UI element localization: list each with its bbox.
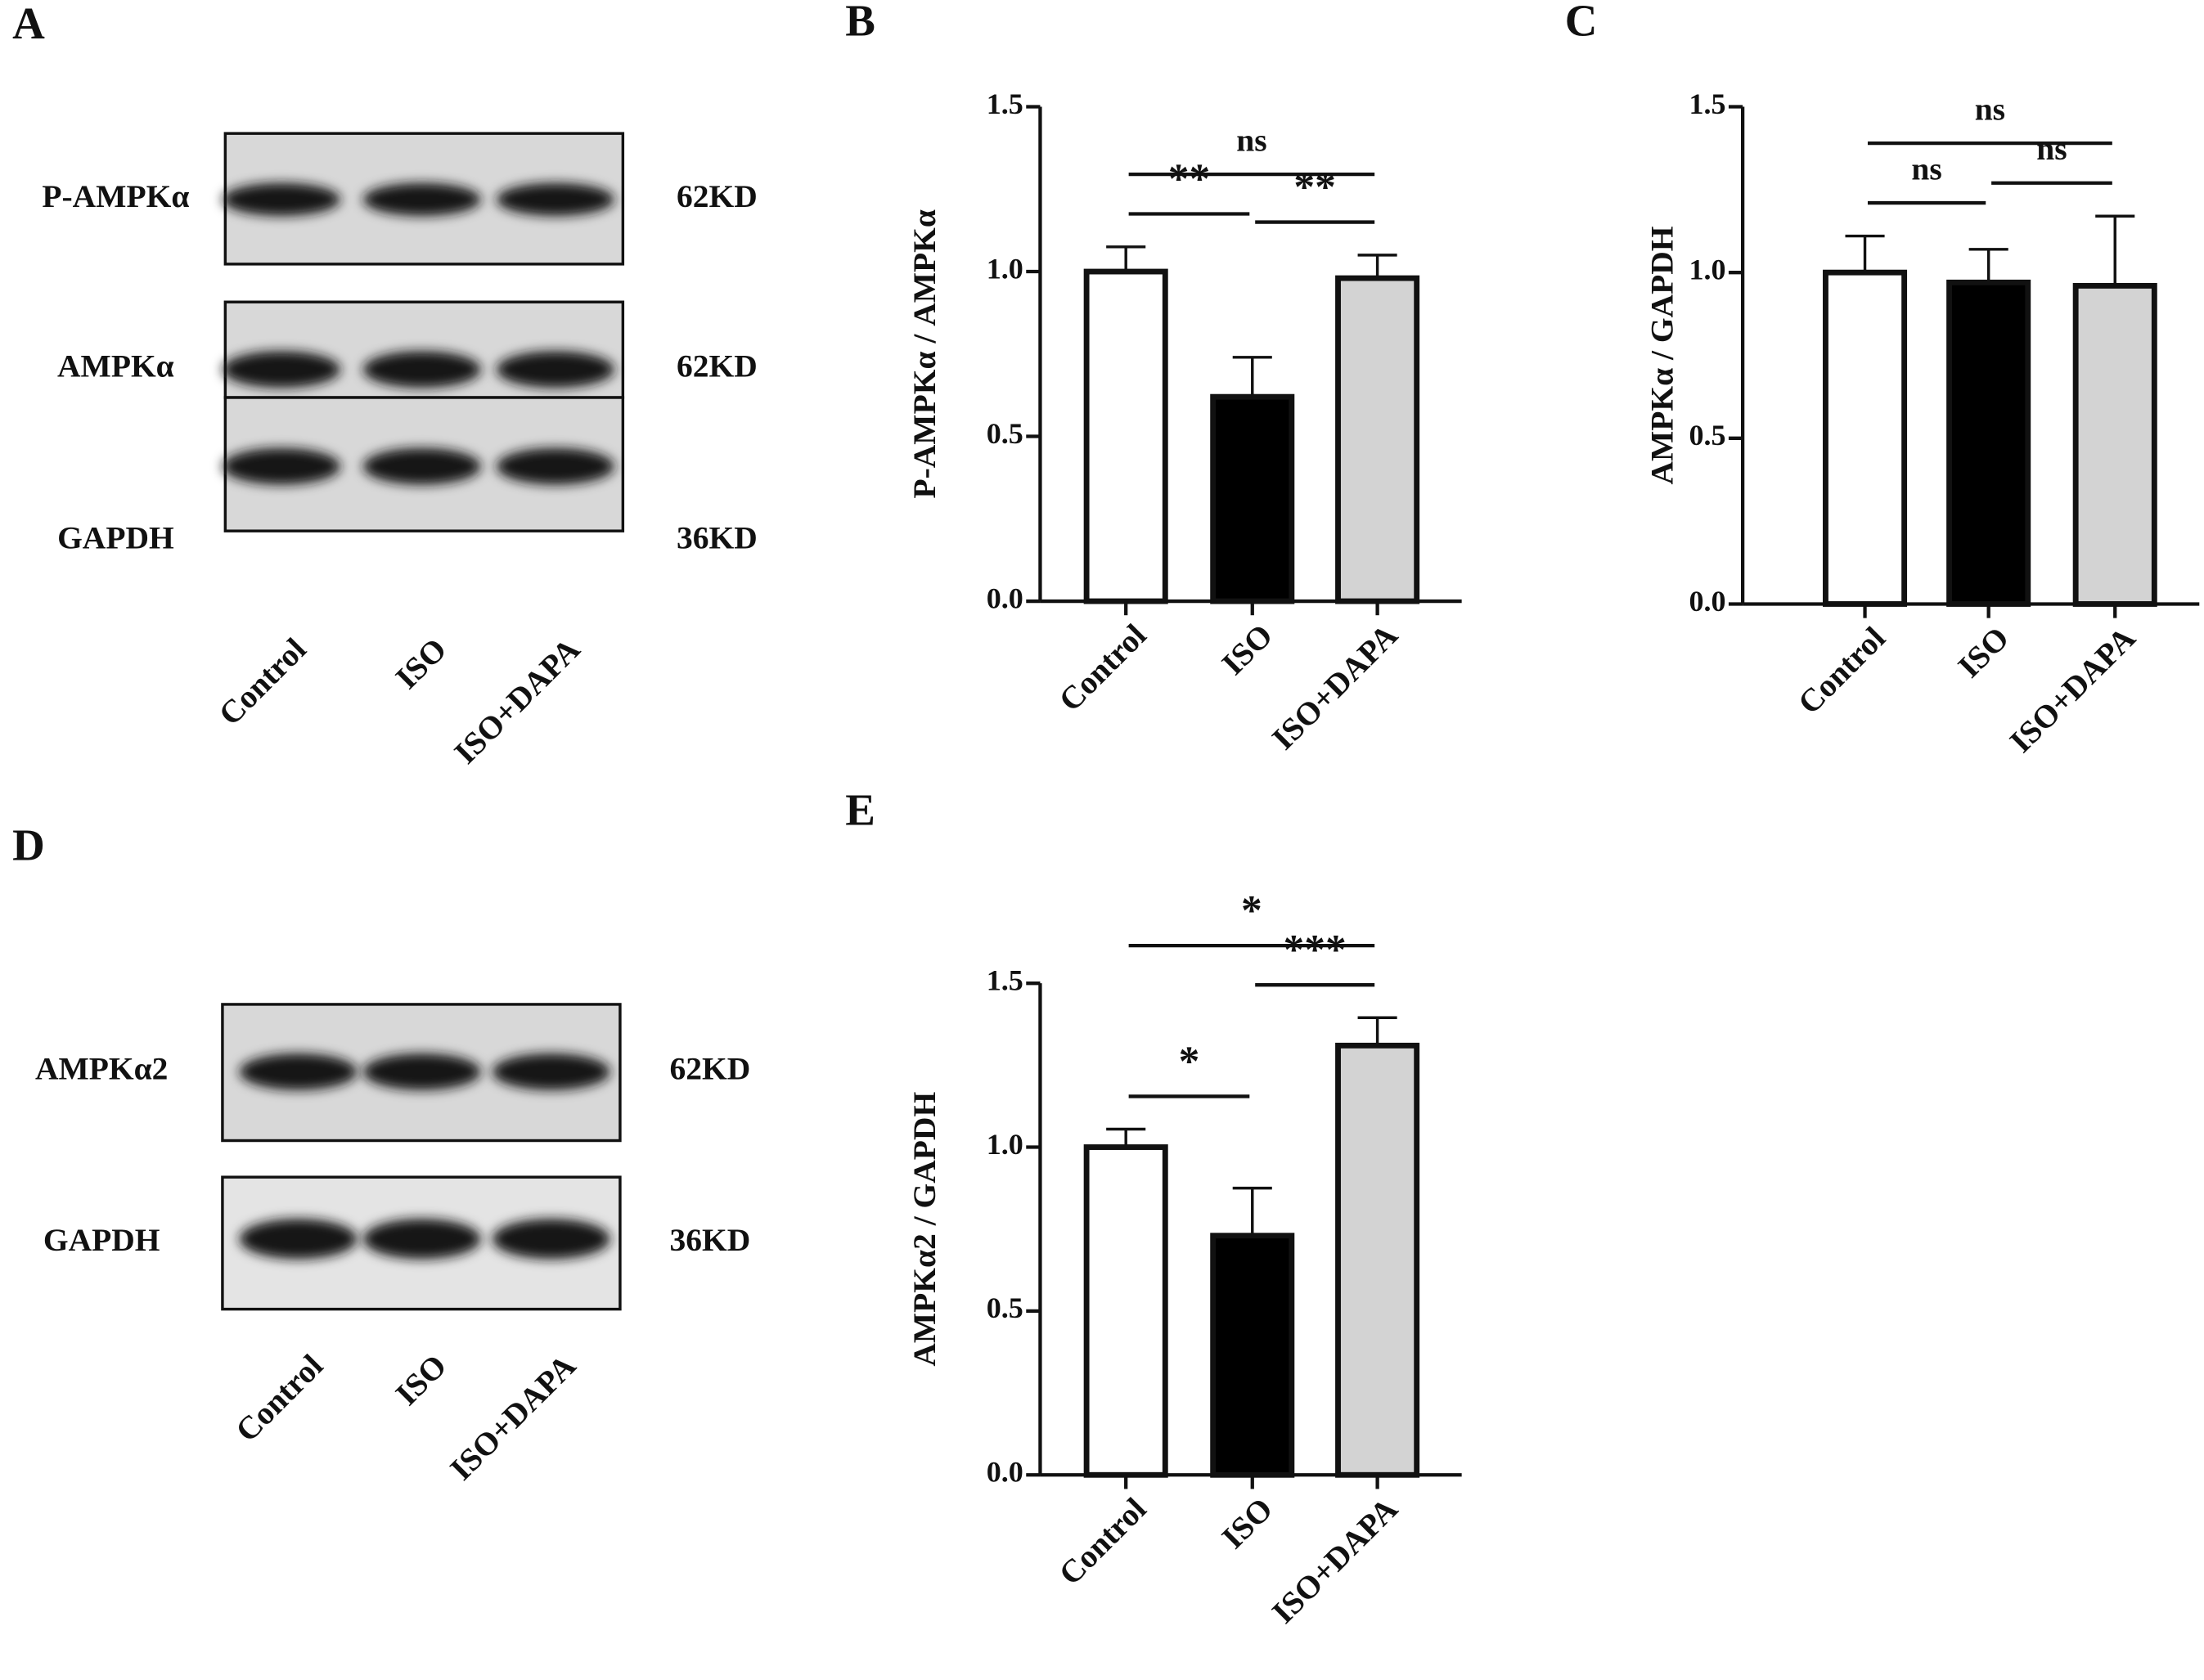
x-tick-label: Control — [1052, 1491, 1154, 1592]
y-tick-label: 1.5 — [1689, 88, 1725, 120]
blot-band — [362, 351, 481, 388]
lane-label: ISO+DAPA — [443, 1347, 583, 1487]
blot-size: 62KD — [677, 348, 758, 384]
significance-label: ns — [1911, 150, 1941, 186]
blot-size: 62KD — [677, 178, 758, 214]
significance-label: * — [1241, 887, 1262, 934]
bar — [1210, 1233, 1295, 1478]
y-axis-label: P-AMPKα / AMPKα — [906, 209, 942, 498]
x-tick-label: ISO — [1215, 1491, 1280, 1556]
x-tick-label: Control — [1052, 617, 1154, 718]
blot-band — [222, 182, 341, 216]
x-tick-label: Control — [1791, 620, 1892, 721]
blot-band — [362, 447, 481, 485]
y-tick-label: 1.0 — [987, 1128, 1023, 1161]
blot-label: AMPKα — [57, 348, 174, 384]
lane-label: ISO — [389, 1348, 453, 1413]
panel-label: A — [12, 0, 45, 48]
y-tick-label: 0.5 — [1689, 419, 1725, 451]
blot-label: GAPDH — [43, 1222, 160, 1258]
bar — [1946, 279, 2031, 607]
blot-band — [362, 182, 481, 216]
lane-label: Control — [212, 631, 313, 733]
panel-label: D — [12, 820, 45, 870]
blot-band — [362, 1219, 481, 1260]
blot-band — [496, 447, 615, 485]
blot-label: GAPDH — [57, 519, 174, 555]
blot-size: 62KD — [669, 1050, 750, 1086]
significance-label: ns — [2036, 131, 2067, 167]
y-tick-label: 0.5 — [987, 1291, 1023, 1324]
bar — [1083, 268, 1168, 604]
x-tick-label: ISO+DAPA — [1265, 1490, 1405, 1630]
blot-band — [492, 1053, 610, 1090]
blot-band — [222, 351, 341, 388]
blot-band — [239, 1053, 358, 1090]
significance-label: *** — [1284, 927, 1347, 973]
x-tick-label: ISO — [1215, 617, 1280, 681]
y-tick-label: 1.5 — [987, 88, 1023, 120]
blot-band — [362, 1053, 481, 1090]
blot-label: AMPKα2 — [35, 1050, 168, 1086]
panel-label: B — [845, 0, 875, 46]
blot-label: P-AMPKα — [42, 178, 189, 214]
bar — [1083, 1144, 1168, 1478]
y-axis-label: AMPKα2 / GAPDH — [906, 1092, 942, 1367]
y-axis-label: AMPKα / GAPDH — [1644, 226, 1680, 484]
panel-label: E — [845, 785, 875, 835]
x-tick-label: ISO+DAPA — [1265, 617, 1405, 757]
y-tick-label: 1.0 — [987, 252, 1023, 285]
lane-label: ISO+DAPA — [448, 631, 587, 770]
bar — [1335, 275, 1420, 604]
lane-label: ISO — [389, 631, 453, 696]
blot-band — [239, 1219, 358, 1260]
y-tick-label: 0.5 — [987, 417, 1023, 450]
panel-label: C — [1565, 0, 1598, 46]
x-tick-label: ISO — [1951, 620, 2016, 685]
lane-label: Control — [228, 1348, 330, 1449]
significance-label: ns — [1975, 91, 2005, 127]
blot-size: 36KD — [677, 519, 758, 555]
y-tick-label: 0.0 — [987, 1456, 1023, 1489]
x-tick-label: ISO+DAPA — [2003, 620, 2143, 760]
bar — [1210, 393, 1295, 604]
significance-label: ** — [1293, 164, 1336, 211]
y-tick-label: 0.0 — [1689, 585, 1725, 618]
bar — [1335, 1042, 1420, 1478]
blot-band — [496, 351, 615, 388]
blot-size: 36KD — [669, 1222, 750, 1258]
significance-label: ns — [1236, 122, 1266, 158]
y-tick-label: 0.0 — [987, 582, 1023, 614]
significance-label: * — [1179, 1038, 1200, 1085]
y-tick-label: 1.0 — [1689, 253, 1725, 285]
blot-band — [492, 1219, 610, 1260]
significance-label: ** — [1168, 156, 1211, 203]
blot-band — [222, 447, 341, 485]
bar — [2072, 282, 2157, 607]
blot-band — [496, 182, 615, 216]
y-tick-label: 1.5 — [987, 964, 1023, 996]
bar — [1823, 269, 1908, 607]
